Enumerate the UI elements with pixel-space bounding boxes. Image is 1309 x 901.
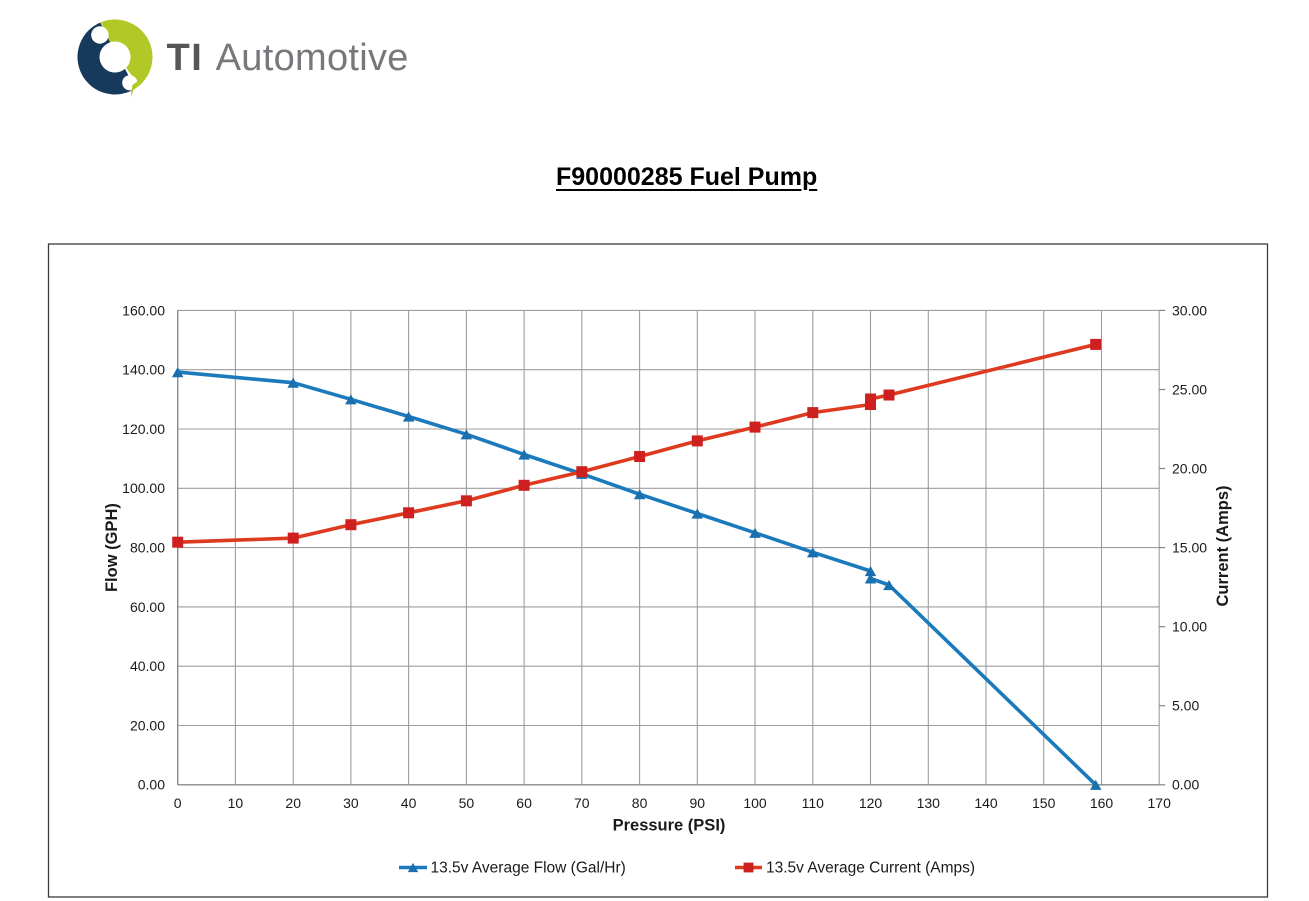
svg-text:50: 50 <box>459 795 475 811</box>
svg-text:70: 70 <box>574 795 590 811</box>
svg-text:25.00: 25.00 <box>1172 381 1207 397</box>
svg-text:30: 30 <box>343 795 359 811</box>
svg-text:40: 40 <box>401 795 417 811</box>
svg-text:90: 90 <box>690 795 706 811</box>
svg-text:40.00: 40.00 <box>130 658 165 674</box>
svg-text:160: 160 <box>1090 795 1114 811</box>
svg-text:100: 100 <box>743 795 767 811</box>
svg-text:20.00: 20.00 <box>1172 460 1207 476</box>
svg-text:120.00: 120.00 <box>122 421 165 437</box>
svg-text:13.5v Average Current (Amps): 13.5v Average Current (Amps) <box>766 860 975 877</box>
svg-text:20: 20 <box>285 795 301 811</box>
svg-text:20.00: 20.00 <box>130 717 165 733</box>
svg-text:140: 140 <box>974 795 998 811</box>
svg-text:80: 80 <box>632 795 648 811</box>
svg-text:0.00: 0.00 <box>138 777 165 793</box>
svg-text:160.00: 160.00 <box>122 302 165 318</box>
svg-text:Current (Amps): Current (Amps) <box>1214 485 1232 606</box>
svg-text:60.00: 60.00 <box>130 599 165 615</box>
svg-text:0: 0 <box>174 795 182 811</box>
svg-text:140.00: 140.00 <box>122 362 165 378</box>
svg-text:30.00: 30.00 <box>1172 302 1207 318</box>
svg-text:110: 110 <box>802 795 825 811</box>
svg-text:130: 130 <box>917 795 941 811</box>
svg-text:80.00: 80.00 <box>130 540 165 556</box>
svg-text:10: 10 <box>228 795 244 811</box>
svg-text:120: 120 <box>859 795 883 811</box>
svg-text:13.5v Average Flow (Gal/Hr): 13.5v Average Flow (Gal/Hr) <box>431 860 626 877</box>
svg-text:100.00: 100.00 <box>122 480 165 496</box>
svg-text:0.00: 0.00 <box>1172 777 1199 793</box>
svg-text:5.00: 5.00 <box>1172 698 1199 714</box>
svg-text:150: 150 <box>1032 795 1056 811</box>
svg-text:15.00: 15.00 <box>1172 540 1207 556</box>
svg-text:Flow (GPH): Flow (GPH) <box>103 503 121 592</box>
svg-text:170: 170 <box>1148 795 1172 811</box>
svg-text:60: 60 <box>516 795 532 811</box>
svg-text:10.00: 10.00 <box>1172 619 1207 635</box>
svg-text:Pressure (PSI): Pressure (PSI) <box>613 817 726 835</box>
